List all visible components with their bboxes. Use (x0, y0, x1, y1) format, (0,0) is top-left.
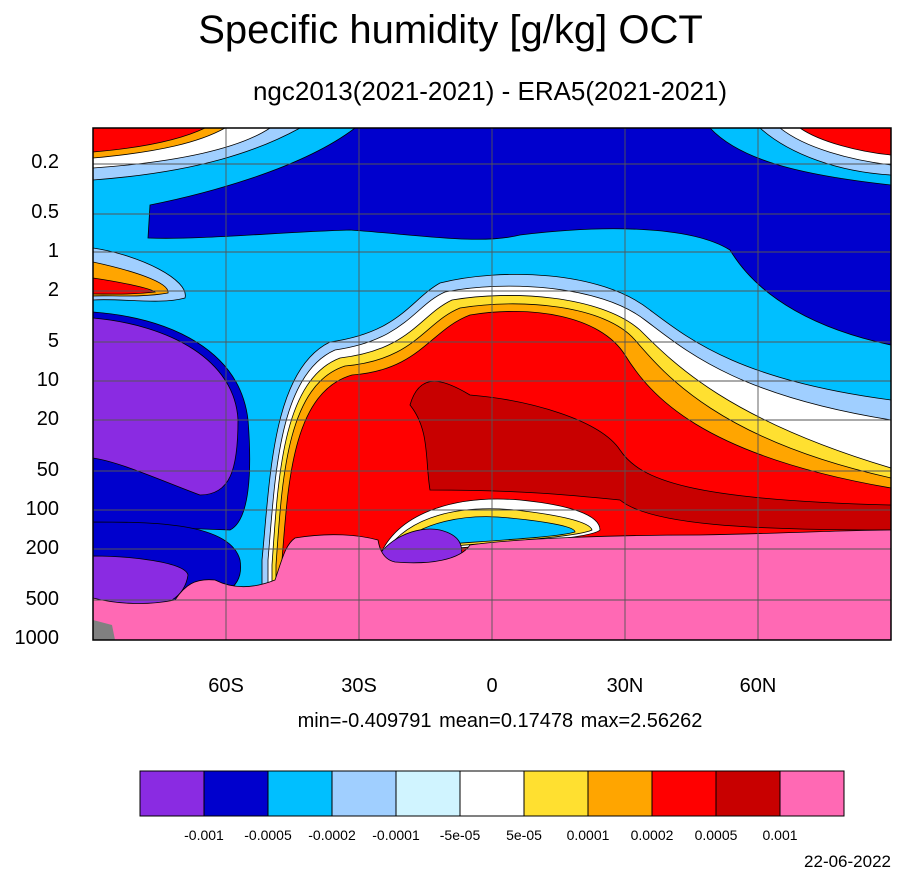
colorbar-label: -5e-05 (439, 827, 481, 843)
y-tick-label: 0.2 (31, 151, 59, 173)
x-tick-label: 30S (341, 675, 377, 697)
chart-title: Specific humidity [g/kg] OCT (198, 8, 703, 52)
y-tick-label: 2 (47, 279, 59, 301)
y-tick-label: 50 (36, 459, 59, 481)
grid-lines (93, 128, 891, 640)
colorbar-swatch (715, 770, 781, 817)
colorbar-label: -0.0001 (372, 827, 420, 843)
region-terrain (93, 620, 115, 640)
region-left-lobe-red (93, 277, 156, 295)
y-tick-label: 0.5 (31, 201, 59, 223)
x-tick-label: 60N (739, 675, 777, 697)
date-stamp: 22-06-2022 (804, 852, 891, 871)
colorbar-label: 0.0001 (566, 827, 610, 843)
colorbar-swatch (267, 770, 333, 817)
region-central-darkred (409, 380, 891, 531)
region-ul-red (93, 128, 206, 153)
y-tick-label: 500 (25, 588, 59, 610)
stats-summary: min=-0.409791 mean=0.17478 max=2.56262 (297, 710, 703, 732)
y-tick-label: 20 (36, 408, 59, 430)
colorbar-swatch (779, 770, 845, 817)
y-tick-label: 100 (25, 498, 59, 520)
x-tick-label: 0 (486, 675, 498, 697)
colorbar-swatch (587, 770, 653, 817)
colorbar-label: -0.0002 (308, 827, 356, 843)
colorbar-label: 5e-05 (506, 827, 542, 843)
colorbar-swatch (395, 770, 461, 817)
plot-frame (92, 127, 892, 641)
y-tick-label: 1 (47, 240, 59, 262)
colorbar-swatch (523, 770, 589, 817)
colorbar-swatch (203, 770, 269, 817)
colorbar-label: -0.001 (184, 827, 224, 843)
colorbar-swatch (139, 770, 205, 817)
colorbar-label: -0.0005 (244, 827, 292, 843)
colorbar-swatch (459, 770, 525, 817)
colorbar-label: 0.0002 (630, 827, 674, 843)
colorbar-label: 0.001 (762, 827, 798, 843)
colorbar-swatch (331, 770, 397, 817)
chart-subtitle: ngc2013(2021-2021) - ERA5(2021-2021) (252, 76, 728, 106)
x-tick-label: 30N (606, 675, 644, 697)
y-tick-label: 5 (47, 330, 59, 352)
colorbar (139, 770, 845, 817)
y-tick-label: 200 (25, 537, 59, 559)
colorbar-label: 0.0005 (694, 827, 738, 843)
x-tick-label: 60S (208, 675, 244, 697)
y-tick-label: 10 (36, 369, 59, 391)
colorbar-swatch (651, 770, 717, 817)
y-tick-label: 1000 (14, 627, 60, 649)
